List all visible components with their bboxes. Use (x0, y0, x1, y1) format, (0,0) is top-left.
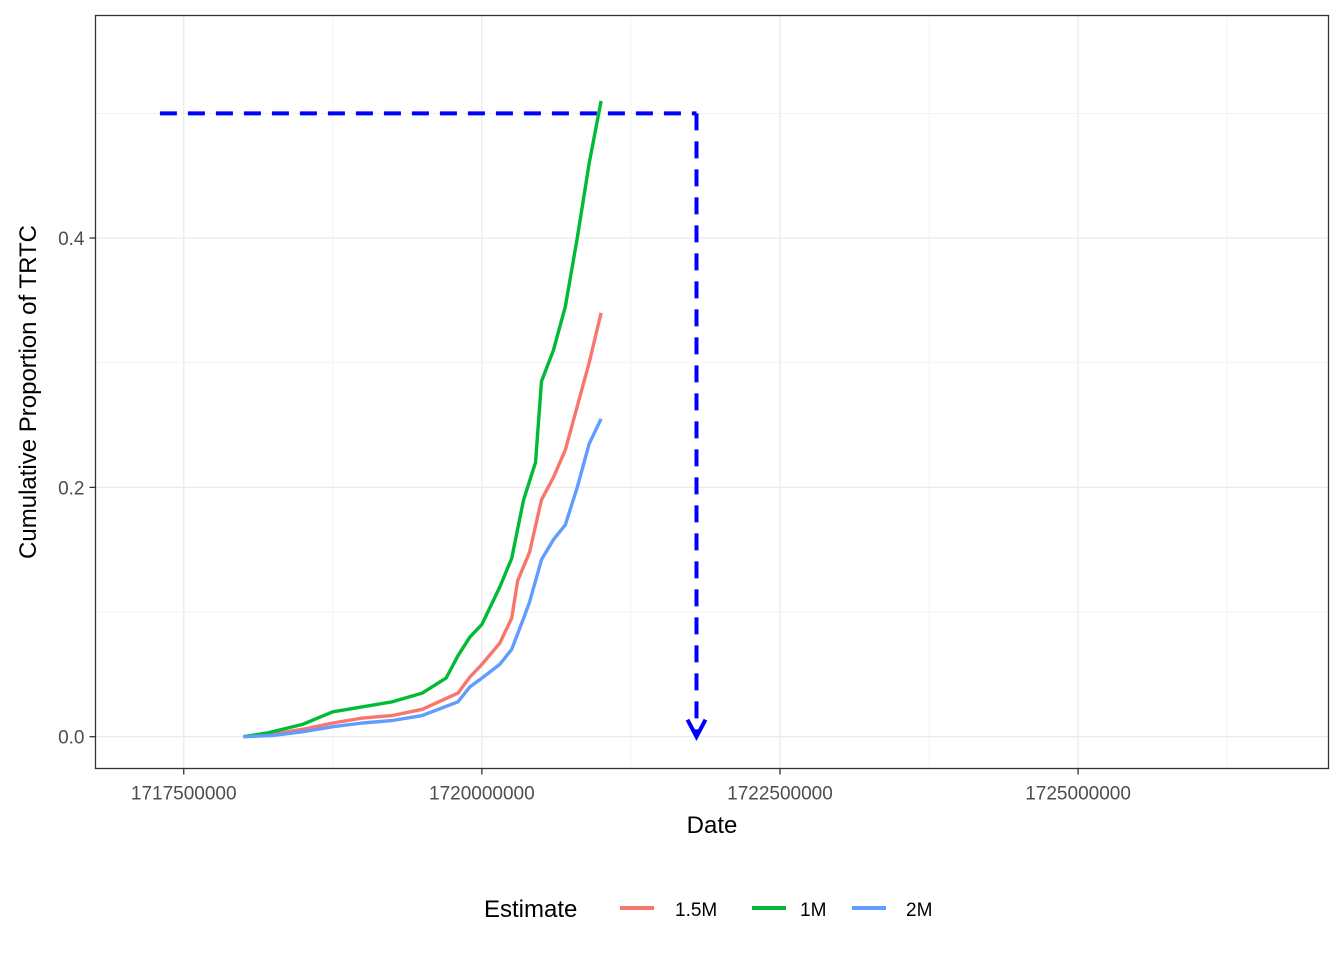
legend-label-2M: 2M (906, 900, 932, 921)
series-line-1M (243, 100, 603, 739)
series-line-1.5M (243, 312, 603, 739)
major-grid (95, 15, 1329, 769)
y-axis-ticks: 0.0 0.2 0.4 (58, 229, 96, 749)
x-axis-ticks: 1717500000 1720000000 1722500000 1725000000 (131, 768, 1131, 805)
series-lines (243, 100, 603, 739)
y-tick-label: 0.4 (58, 229, 85, 250)
x-tick-label: 1722500000 (727, 784, 833, 805)
y-axis-title: Cumulative Proportion of TRTC (15, 225, 42, 559)
y-tick-label: 0.2 (58, 478, 84, 499)
legend-label-1M: 1M (800, 900, 826, 921)
legend: Estimate 1.5M 1M 2M (484, 896, 932, 923)
x-tick-label: 1725000000 (1025, 784, 1131, 805)
legend-label-1.5M: 1.5M (675, 900, 717, 921)
series-line-2M (243, 418, 603, 739)
x-tick-label: 1717500000 (131, 784, 237, 805)
legend-title: Estimate (484, 896, 577, 923)
reference-arrowhead (685, 718, 708, 741)
y-tick-label: 0.0 (58, 728, 84, 749)
x-tick-label: 1720000000 (429, 784, 535, 805)
plot-panel-border (94, 14, 1330, 770)
reference-lines (159, 111, 708, 741)
x-axis-title: Date (687, 812, 738, 839)
